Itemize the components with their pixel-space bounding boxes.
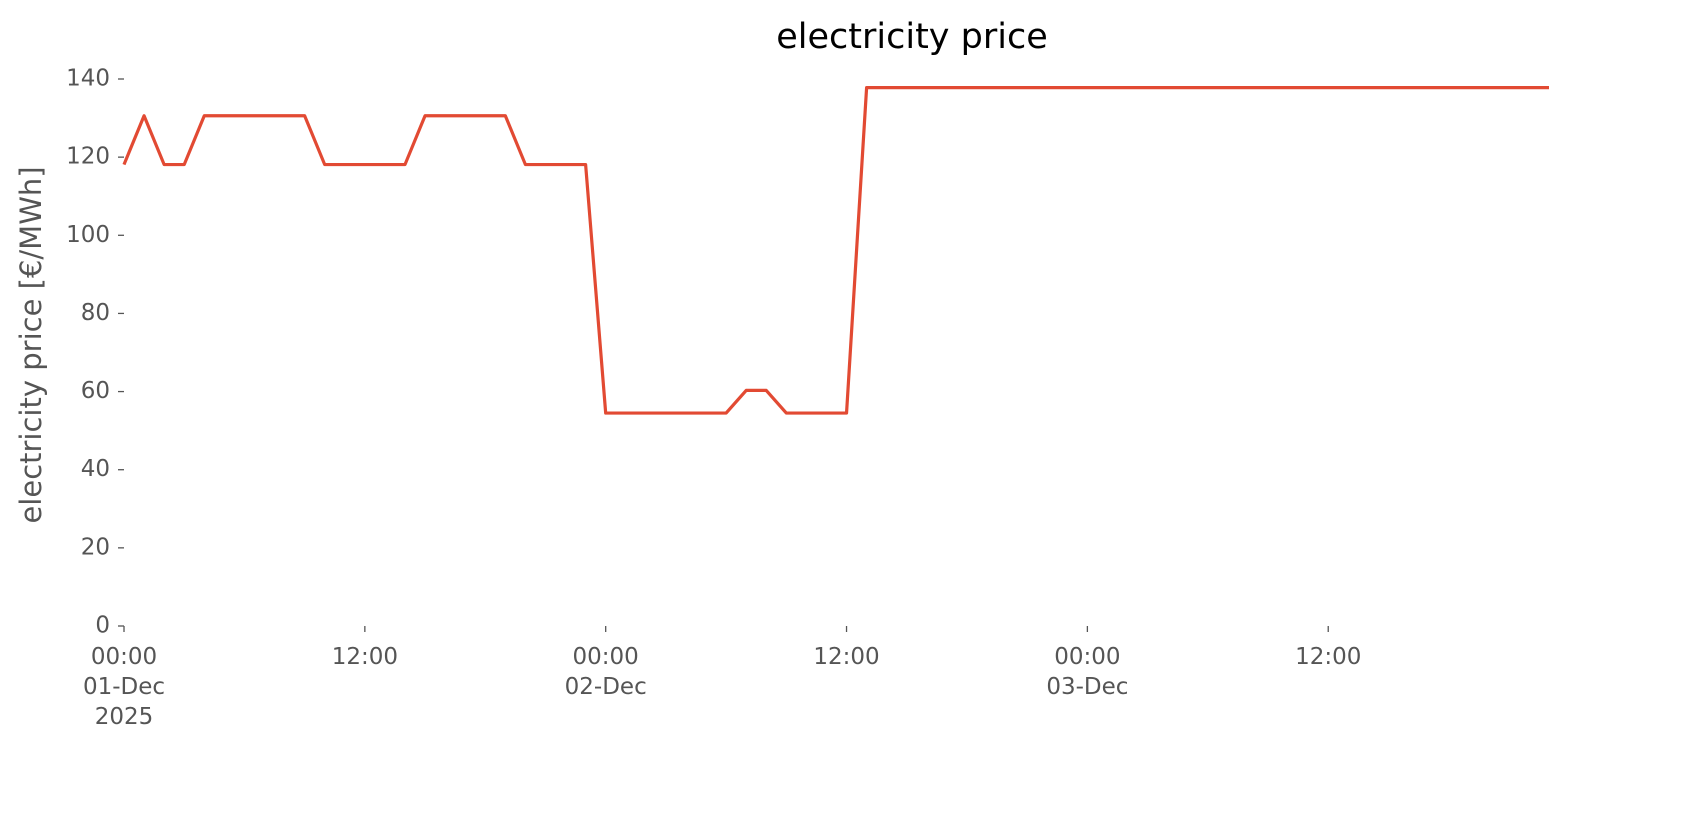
x-tick-label: 00:00 02-Dec	[565, 644, 647, 700]
y-tick-label: 0	[95, 613, 110, 639]
chart-title: electricity price	[776, 17, 1048, 57]
y-tick-label: 100	[66, 222, 110, 248]
price-line	[122, 86, 1549, 415]
x-tick-label: 00:00 01-Dec 2025	[83, 644, 165, 730]
y-axis-label: electricity price [€/MWh]	[14, 166, 48, 523]
x-tick-label: 12:00	[332, 644, 398, 670]
y-tick-label: 140	[66, 66, 110, 92]
x-tick-label: 00:00 03-Dec	[1046, 644, 1128, 700]
y-tick-label: 60	[81, 378, 110, 404]
y-tick-label: 40	[81, 456, 110, 482]
y-tick-label: 20	[81, 534, 110, 560]
y-tick-label: 80	[81, 300, 110, 326]
x-tick-label: 12:00	[813, 644, 879, 670]
y-tick-label: 120	[66, 144, 110, 170]
x-tick-label: 12:00	[1295, 644, 1361, 670]
